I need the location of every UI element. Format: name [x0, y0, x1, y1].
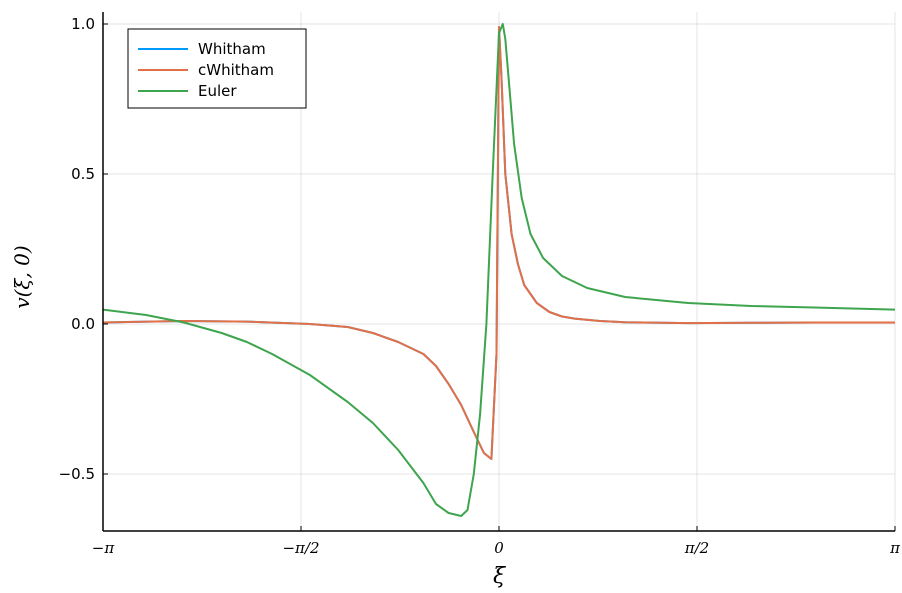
x-ticks: −π −π/2 0 π/2 π — [92, 526, 901, 557]
x-tick-label: π/2 — [684, 539, 709, 557]
y-tick-label: 1.0 — [71, 15, 95, 33]
y-tick-label: 0.0 — [71, 315, 95, 333]
legend: Whitham cWhitham Euler — [127, 28, 307, 109]
legend-label: Euler — [198, 82, 237, 100]
series-line-cwhitham — [103, 26, 895, 460]
legend-label: cWhitham — [198, 61, 274, 79]
legend-box — [127, 28, 307, 109]
y-ticks: −0.5 0.0 0.5 1.0 — [59, 15, 108, 483]
x-tick-label: 0 — [494, 539, 504, 557]
y-axis-label: v(ξ, 0) — [10, 245, 34, 308]
x-tick-label: π — [889, 539, 901, 557]
plot-area — [103, 23, 895, 517]
series-line-euler — [103, 23, 895, 517]
x-axis-label: ξ — [493, 564, 507, 589]
legend-label: Whitham — [198, 40, 266, 58]
x-tick-label: −π/2 — [282, 539, 319, 557]
y-tick-label: −0.5 — [59, 465, 95, 483]
x-tick-label: −π — [92, 539, 116, 557]
y-tick-label: 0.5 — [71, 165, 95, 183]
